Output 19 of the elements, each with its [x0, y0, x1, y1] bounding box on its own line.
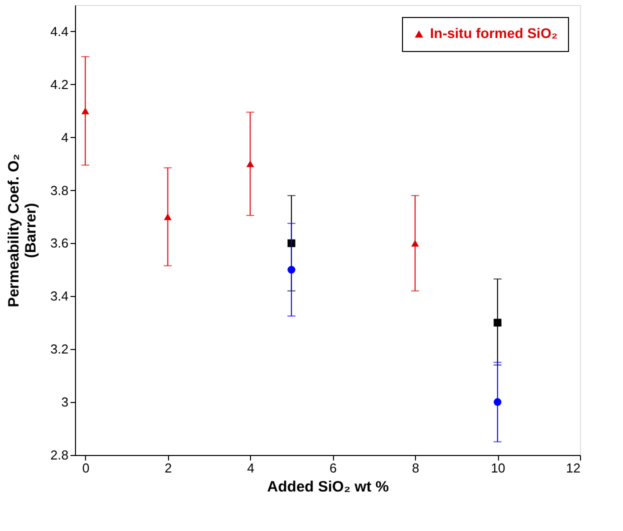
y-tick-label: 3.4 — [50, 288, 68, 304]
y-tick-label: 4.4 — [50, 24, 68, 39]
y-tick-label: 3 — [61, 394, 68, 410]
x-tick-label: 6 — [330, 460, 337, 476]
y-axis-title: Permeability Coef. O₂ (Barrer) — [5, 154, 40, 308]
y-tick-label: 3.8 — [50, 182, 68, 198]
legend-label: In-situ formed SiO₂ — [430, 25, 558, 41]
x-tick-label: 4 — [247, 460, 254, 476]
x-tick-label: 2 — [164, 460, 172, 476]
x-tick-label: 8 — [412, 460, 420, 476]
y-tick-label: 2.8 — [50, 448, 68, 462]
y-tick-label: 3.2 — [50, 342, 68, 357]
y-tick-label: 4 — [61, 130, 68, 145]
y-tick-label: 3.6 — [50, 236, 68, 251]
y-tick-label: 4.2 — [50, 76, 68, 92]
x-axis-title: Added SiO₂ wt % — [267, 478, 389, 496]
x-tick-label: 10 — [490, 460, 506, 476]
x-tick-label: 0 — [82, 460, 90, 476]
x-tick-label: 12 — [566, 460, 580, 476]
